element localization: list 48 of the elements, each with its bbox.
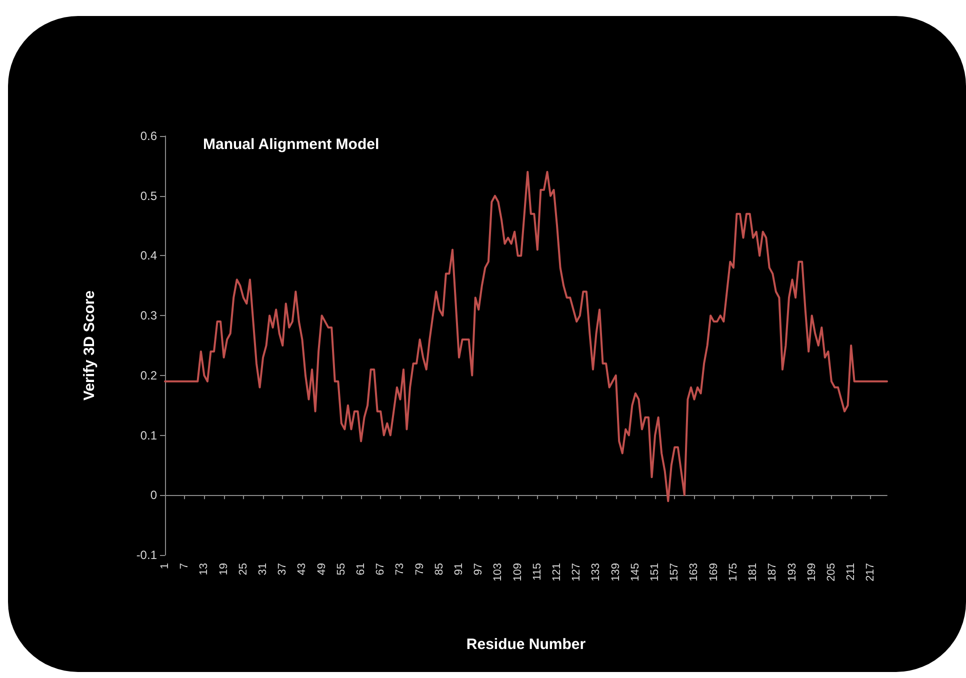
x-tick-label: 205 — [825, 563, 838, 582]
y-tick-label: 0.1 — [140, 428, 158, 442]
x-tick-label: 187 — [766, 563, 779, 582]
x-tick-label: 121 — [551, 563, 564, 582]
y-tick-label: -0.1 — [136, 548, 158, 562]
chart-title: Manual Alignment Model — [203, 136, 380, 153]
x-tick-label: 19 — [218, 563, 230, 576]
x-tick-label: 199 — [806, 563, 818, 582]
x-tick-label: 103 — [492, 563, 504, 582]
x-tick-label: 157 — [668, 563, 681, 582]
x-tick-label: 61 — [355, 563, 368, 576]
x-tick-label: 127 — [570, 563, 583, 582]
x-tick-label: 181 — [747, 563, 760, 582]
x-tick-label: 109 — [512, 563, 524, 582]
x-tick-label: 31 — [257, 563, 270, 576]
y-tick-label: 0.5 — [140, 188, 158, 203]
x-tick-label: 49 — [316, 563, 328, 576]
x-tick-label: 43 — [296, 563, 308, 576]
x-tick-label: 97 — [472, 563, 485, 576]
x-tick-label: 193 — [786, 563, 798, 582]
y-tick-label: 0.2 — [140, 368, 158, 382]
x-tick-label: 25 — [237, 563, 250, 576]
x-tick-label: 79 — [414, 563, 426, 576]
x-tick-label: 13 — [198, 563, 210, 576]
x-tick-label: 133 — [590, 563, 602, 582]
x-axis-title: Residue Number — [466, 636, 586, 653]
y-tick-label: 0.4 — [140, 248, 158, 263]
x-tick-label: 1 — [159, 563, 171, 570]
x-tick-label: 67 — [374, 563, 387, 576]
x-tick-label: 163 — [688, 563, 700, 582]
x-tick-label: 37 — [276, 563, 289, 576]
x-tick-label: 55 — [335, 563, 348, 576]
x-tick-label: 145 — [629, 563, 642, 582]
x-tick-label: 91 — [453, 563, 466, 576]
x-tick-label: 175 — [727, 563, 740, 582]
x-tick-label: 151 — [649, 563, 662, 582]
y-axis-title: Verify 3D Score — [81, 290, 98, 401]
y-tick-label: 0.3 — [140, 308, 158, 323]
y-tick-label: 0.6 — [140, 129, 158, 143]
x-tick-label: 73 — [394, 563, 406, 576]
x-tick-label: 115 — [531, 563, 544, 581]
x-tick-label: 139 — [610, 563, 622, 582]
x-tick-label: 85 — [433, 563, 446, 576]
y-tick-label: 0 — [150, 488, 158, 502]
x-tick-label: 7 — [178, 563, 191, 570]
x-tick-label: 217 — [864, 563, 877, 582]
x-tick-label: 211 — [845, 563, 858, 581]
x-tick-label: 169 — [708, 563, 720, 582]
